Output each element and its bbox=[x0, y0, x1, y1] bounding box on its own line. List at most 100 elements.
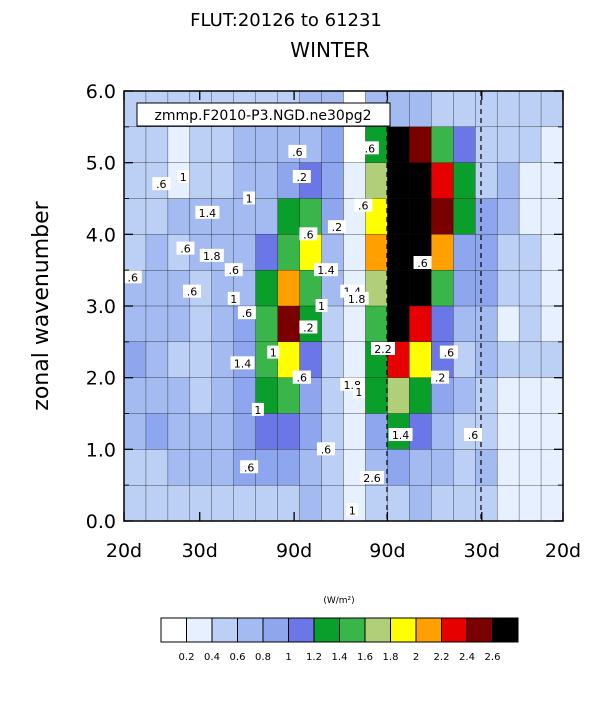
contour-label-bg bbox=[240, 460, 259, 474]
contour-label-bg bbox=[243, 191, 256, 205]
contour-label-bg bbox=[183, 284, 202, 298]
contour-label: .2 bbox=[332, 221, 343, 234]
contour-label-bg bbox=[344, 291, 369, 305]
colorbar-swatch bbox=[237, 617, 264, 643]
contour-label-bg bbox=[199, 248, 224, 262]
contour-cell bbox=[409, 162, 433, 200]
contour-label-bg bbox=[177, 170, 190, 183]
contour-cell bbox=[124, 234, 147, 271]
contour-label: 2.6 bbox=[363, 472, 381, 485]
contour-cell bbox=[453, 198, 476, 236]
contour-label: .6 bbox=[365, 142, 376, 155]
contour-label-bg bbox=[152, 177, 171, 191]
contour-label: .6 bbox=[292, 146, 303, 159]
contour-cell bbox=[409, 91, 433, 128]
colorbar-label: 2.2 bbox=[434, 652, 450, 663]
contour-cell bbox=[145, 198, 169, 236]
contour-cell bbox=[365, 377, 389, 415]
contour-label-bg bbox=[315, 299, 328, 312]
contour-cell bbox=[145, 413, 169, 451]
contour-cell bbox=[167, 341, 191, 379]
contour-label-bg bbox=[195, 205, 220, 219]
contour-cell bbox=[496, 198, 520, 236]
contour-label: .2 bbox=[303, 322, 314, 335]
contour-cell bbox=[496, 413, 520, 451]
colorbar-label: 2 bbox=[413, 652, 419, 663]
contour-label: .6 bbox=[468, 429, 479, 442]
chart-title: FLUT:20126 to 61231 bbox=[190, 10, 382, 31]
contour-label-bg bbox=[227, 291, 240, 305]
contour-cell bbox=[189, 162, 213, 200]
colorbar-swatch bbox=[339, 617, 366, 643]
y-axis-label: zonal wavenumber bbox=[29, 200, 54, 410]
colorbar-label: 1 bbox=[285, 652, 291, 663]
contour-cell bbox=[124, 484, 147, 521]
contour-label: 1 bbox=[270, 347, 277, 360]
contour-cell bbox=[211, 484, 235, 521]
contour-cell bbox=[518, 341, 542, 379]
contour-label-bg bbox=[354, 198, 373, 212]
contour-cell bbox=[321, 126, 345, 164]
contour-cell bbox=[518, 377, 542, 415]
contour-cell bbox=[365, 234, 389, 271]
contour-cell bbox=[255, 269, 279, 307]
contour-cell bbox=[431, 126, 455, 164]
contour-cell bbox=[124, 377, 147, 415]
contour-label-bg bbox=[292, 170, 311, 183]
x-tick-label: 90d bbox=[276, 540, 312, 562]
contour-label: .6 bbox=[303, 228, 314, 241]
contour-label: 1.8 bbox=[203, 250, 221, 263]
contour-cell bbox=[475, 162, 498, 200]
contour-cell bbox=[145, 269, 169, 307]
contour-label-bg bbox=[346, 503, 359, 517]
contour-cell bbox=[211, 162, 235, 200]
annotation-box: zmmp.F2010-P3.NGD.ne30pg2 bbox=[136, 102, 391, 127]
contour-label: .6 bbox=[444, 347, 455, 360]
contour-cell bbox=[124, 449, 147, 486]
contour-cell bbox=[343, 341, 367, 379]
annotation-text: zmmp.F2010-P3.NGD.ne30pg2 bbox=[154, 108, 371, 124]
contour-cell bbox=[496, 377, 520, 415]
contour-cell bbox=[387, 449, 411, 486]
colorbar-swatch bbox=[160, 617, 187, 643]
contour-cell bbox=[321, 484, 345, 521]
contour-cell bbox=[431, 305, 455, 343]
colorbar-swatch bbox=[390, 617, 417, 643]
contour-cell bbox=[475, 198, 498, 236]
contour-cell bbox=[496, 449, 520, 486]
contour-cell bbox=[431, 162, 455, 200]
contour-cell bbox=[496, 484, 520, 521]
contour-label: 1.4 bbox=[234, 357, 252, 370]
colorbar-label: 2.6 bbox=[485, 652, 501, 663]
contour-cell bbox=[540, 126, 563, 164]
contour-cell bbox=[409, 341, 433, 379]
contour-cell bbox=[475, 269, 498, 307]
contour-label-bg bbox=[224, 263, 243, 277]
contour-cell bbox=[518, 269, 542, 307]
contour-cell bbox=[145, 341, 169, 379]
contour-cell bbox=[167, 198, 191, 236]
contour-cell bbox=[343, 234, 367, 271]
contour-cell bbox=[496, 305, 520, 343]
contour-cell bbox=[145, 234, 169, 271]
contour-cell bbox=[518, 162, 542, 200]
contour-label: 1.4 bbox=[317, 264, 335, 277]
contour-label: .6 bbox=[187, 286, 198, 299]
contour-cell bbox=[540, 234, 563, 271]
contour-cell bbox=[431, 449, 455, 486]
contour-cell bbox=[409, 126, 433, 164]
contour-cell bbox=[453, 234, 476, 271]
colorbar-swatch bbox=[364, 617, 391, 643]
contour-cell bbox=[496, 91, 520, 128]
contour-cell bbox=[255, 234, 279, 271]
contour-cell bbox=[167, 484, 191, 521]
colorbar-swatch bbox=[466, 617, 493, 643]
contour-cell bbox=[453, 305, 476, 343]
contour-cell bbox=[277, 449, 301, 486]
contour-cell bbox=[124, 305, 147, 343]
contour-cell bbox=[431, 269, 455, 307]
contour-cell bbox=[518, 449, 542, 486]
colorbar-label: 1.4 bbox=[332, 652, 348, 663]
contour-cell bbox=[409, 413, 433, 451]
contour-cell bbox=[255, 413, 279, 451]
